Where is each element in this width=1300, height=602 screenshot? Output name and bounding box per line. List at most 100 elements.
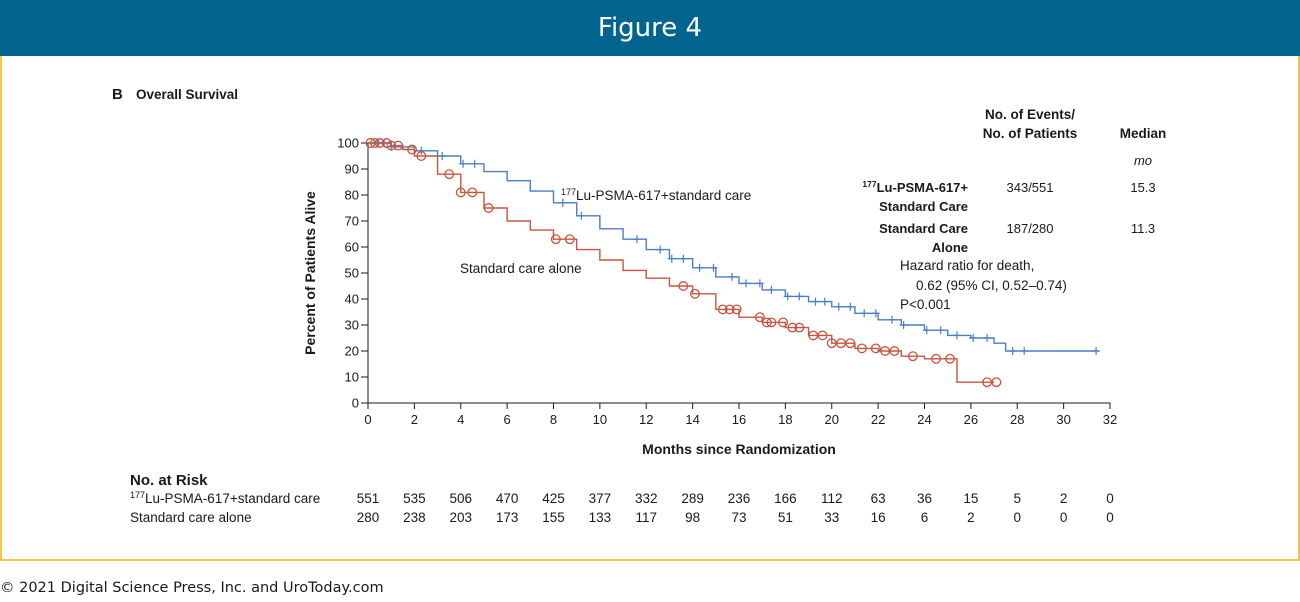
y-axis-label: Percent of Patients Alive bbox=[302, 191, 318, 355]
at-risk-value: 238 bbox=[403, 510, 426, 525]
at-risk-value: 280 bbox=[357, 510, 380, 525]
sc-censor-mark bbox=[856, 343, 867, 354]
at-risk-value: 117 bbox=[635, 510, 657, 525]
sc-censor-mark bbox=[370, 138, 380, 148]
at-risk-row-sc-label: Standard care alone bbox=[130, 510, 252, 525]
panel-title: Overall Survival bbox=[136, 87, 238, 102]
lu-censor-mark bbox=[795, 292, 804, 301]
lu-censor-mark bbox=[952, 331, 961, 340]
lu-censor-mark bbox=[834, 302, 843, 311]
at-risk-value: 0 bbox=[1013, 510, 1021, 525]
x-tick-label: 14 bbox=[685, 412, 699, 427]
legend-row-sc-median: 11.3 bbox=[1131, 221, 1155, 236]
lu-censor-mark bbox=[888, 315, 897, 324]
at-risk-value: 5 bbox=[1013, 491, 1021, 506]
sc-censor-mark bbox=[678, 281, 689, 291]
sc-censor-mark bbox=[945, 353, 955, 364]
lu-censor-mark bbox=[820, 297, 829, 306]
x-tick-label: 32 bbox=[1103, 412, 1117, 427]
hazard-line2: 0.62 (95% CI, 0.52–0.74) bbox=[916, 278, 1067, 293]
lu-censor-mark bbox=[811, 297, 820, 306]
lu-curve-label: 177Lu-PSMA-617+standard care bbox=[561, 187, 751, 203]
x-tick-label: 12 bbox=[639, 412, 653, 427]
lu-curve-label-text: Lu-PSMA-617+standard care bbox=[576, 188, 751, 203]
legend-row-lu-name1: 177Lu-PSMA-617+ bbox=[862, 179, 968, 195]
sc-censor-mark bbox=[991, 377, 1002, 388]
lu-censor-mark bbox=[783, 292, 792, 301]
y-tick-label: 60 bbox=[345, 240, 359, 255]
sc-censor-mark bbox=[407, 144, 418, 155]
sc-censor-mark bbox=[564, 234, 575, 245]
lu-censor-mark bbox=[577, 211, 586, 220]
events-header-line2: No. of Patients bbox=[983, 126, 1078, 141]
sc-censor-mark bbox=[374, 138, 385, 148]
at-risk-row-lu-label: 177Lu-PSMA-617+standard care bbox=[130, 490, 320, 506]
lu-censor-mark bbox=[632, 235, 641, 244]
lu-censor-mark bbox=[728, 272, 737, 281]
at-risk-value: 155 bbox=[542, 510, 565, 525]
sc-censor-mark bbox=[689, 288, 700, 299]
at-risk-row-lu-sup: 177 bbox=[130, 490, 145, 500]
at-risk-value: 166 bbox=[774, 491, 797, 506]
sc-censor-mark bbox=[761, 317, 772, 328]
lu-censor-mark bbox=[969, 334, 978, 342]
sc-censor-mark bbox=[766, 317, 777, 328]
lu-censor-mark bbox=[936, 326, 945, 335]
at-risk-value: 98 bbox=[685, 510, 700, 525]
legend-row-lu-events: 343/551 bbox=[1007, 180, 1054, 195]
lu-censor-mark bbox=[667, 254, 676, 263]
figure-banner: Figure 4 bbox=[0, 0, 1300, 56]
sc-censor-mark bbox=[836, 338, 846, 349]
figure-frame bbox=[0, 56, 1300, 561]
legend-row-lu-name2: Standard Care bbox=[879, 199, 968, 214]
legend-row-lu-name1-text: Lu-PSMA-617+ bbox=[877, 180, 969, 195]
sc-censor-mark bbox=[416, 151, 427, 161]
legend-row-sc-events: 187/280 bbox=[1007, 221, 1054, 236]
lu-censor-mark bbox=[679, 254, 688, 263]
lu-censor-mark bbox=[755, 279, 764, 288]
at-risk-value: 470 bbox=[496, 491, 519, 506]
at-risk-value: 332 bbox=[635, 491, 658, 506]
lu-censor-mark bbox=[871, 309, 880, 318]
sc-censor-mark bbox=[724, 304, 735, 315]
at-risk-value: 63 bbox=[871, 491, 886, 506]
sc-survival-curve bbox=[368, 142, 995, 383]
hazard-line3: P<0.001 bbox=[900, 297, 951, 312]
lu-censor-mark bbox=[470, 159, 479, 168]
x-tick-label: 18 bbox=[778, 412, 792, 427]
lu-censor-mark bbox=[741, 279, 750, 288]
at-risk-value: 535 bbox=[403, 491, 426, 506]
sc-censor-mark bbox=[931, 353, 942, 364]
at-risk-value: 551 bbox=[357, 491, 380, 506]
y-tick-label: 20 bbox=[345, 344, 359, 359]
at-risk-value: 2 bbox=[1060, 491, 1068, 506]
events-header-line1: No. of Events/ bbox=[985, 107, 1075, 122]
lu-censor-mark bbox=[860, 309, 869, 318]
x-tick-label: 2 bbox=[411, 412, 418, 427]
sc-censor-mark bbox=[483, 203, 494, 213]
x-tick-label: 8 bbox=[550, 412, 557, 427]
sc-censor-mark bbox=[870, 343, 881, 354]
y-tick-label: 40 bbox=[345, 292, 359, 307]
lu-censor-mark bbox=[695, 263, 704, 272]
at-risk-value: 236 bbox=[728, 491, 751, 506]
at-risk-value: 203 bbox=[449, 510, 472, 525]
lu-censor-mark bbox=[983, 334, 992, 342]
sc-censor-mark bbox=[889, 346, 900, 356]
lu-curve-label-sup: 177 bbox=[561, 187, 576, 197]
censor-markers bbox=[365, 138, 1101, 388]
x-tick-label: 0 bbox=[364, 412, 371, 427]
hazard-line1: Hazard ratio for death, bbox=[900, 258, 1034, 273]
at-risk-value: 16 bbox=[871, 510, 886, 525]
sc-censor-mark bbox=[386, 140, 397, 151]
at-risk-value: 377 bbox=[589, 491, 612, 506]
legend-row-lu-sup: 177 bbox=[862, 179, 876, 189]
sc-censor-mark bbox=[845, 338, 856, 349]
lu-censor-mark bbox=[922, 326, 931, 335]
lu-censor-mark bbox=[709, 263, 718, 272]
at-risk-value: 0 bbox=[1060, 510, 1068, 525]
at-risk-values: 551 535 506 470 425 377 332 289 236 166 112 63 36 15 5… bbox=[357, 491, 1114, 525]
lu-censor-mark bbox=[417, 146, 426, 155]
at-risk-value: 6 bbox=[921, 510, 929, 525]
